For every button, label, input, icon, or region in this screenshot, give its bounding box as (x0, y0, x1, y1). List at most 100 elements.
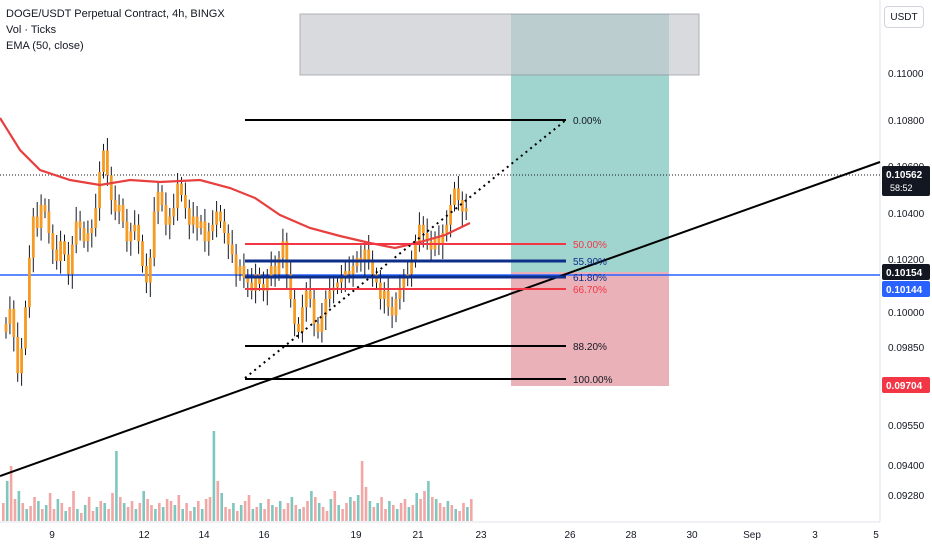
volume-bar (294, 505, 298, 521)
volume-bar (80, 513, 83, 521)
candle-body (238, 266, 242, 275)
candle-body (437, 237, 441, 245)
volume-bar (247, 495, 251, 521)
volume-bar (115, 451, 118, 521)
volume-bar (189, 511, 192, 521)
time-tick-label: 26 (564, 530, 576, 541)
volume-bar (372, 507, 376, 521)
candle-body (215, 211, 218, 225)
candle-body (265, 277, 269, 291)
volume-bar (204, 499, 208, 521)
candle-body (429, 241, 433, 250)
candle-body (156, 191, 160, 212)
currency-selector[interactable]: USDT (884, 6, 924, 28)
candle-body (312, 299, 316, 324)
candle-body (133, 224, 137, 232)
volume-bar (415, 493, 418, 521)
volume-bar (232, 503, 235, 521)
candle-body (445, 224, 449, 233)
time-tick-label: 12 (138, 530, 150, 541)
volume-bar (353, 501, 356, 521)
volume-bar (275, 507, 278, 521)
volume-bar (278, 501, 282, 521)
candle-body (258, 274, 261, 285)
candle-body (137, 224, 140, 242)
candle-body (160, 191, 164, 205)
volume-indicator-label[interactable]: Vol · Ticks (6, 24, 57, 36)
volume-bar (302, 507, 305, 521)
candle-body (285, 241, 289, 275)
volume-bar (158, 503, 161, 521)
candle-body (234, 254, 238, 275)
volume-bar (33, 497, 36, 521)
candle-body (394, 299, 398, 316)
symbol-title[interactable]: DOGE/USDT Perpetual Contract, 4h, BINGX (6, 8, 225, 20)
candle-body (51, 233, 55, 250)
candle-countdown-label: 58:52 (890, 183, 913, 193)
candle-body (78, 221, 82, 229)
volume-bar (329, 499, 333, 521)
entry-price-label: 0.10144 (886, 285, 923, 296)
volume-bar (9, 466, 13, 521)
candle-body (293, 299, 296, 324)
time-tick-label: 23 (475, 530, 487, 541)
time-tick-label: 28 (625, 530, 637, 541)
stop-price-label-bg (882, 377, 930, 393)
volume-bar (21, 503, 25, 521)
price-tick-label: 0.10800 (888, 116, 925, 127)
volume-bar (48, 493, 52, 521)
candle-body (164, 204, 168, 225)
volume-bar (83, 505, 87, 521)
volume-bar (333, 491, 337, 521)
candle-body (106, 150, 109, 176)
candle-body (109, 175, 113, 200)
candle-body (277, 257, 281, 275)
time-tick-label: 14 (198, 530, 210, 541)
candle-body (74, 221, 78, 245)
candle-body (16, 336, 20, 374)
entry-price-label-bg (882, 281, 930, 297)
candle-body (28, 257, 31, 308)
volume-bar (384, 509, 387, 521)
price-tick-label: 0.10200 (888, 255, 925, 266)
volume-bar (431, 497, 434, 521)
candle-body (316, 323, 320, 332)
volume-bar (76, 509, 79, 521)
volume-bar (314, 497, 317, 521)
volume-bar (442, 507, 446, 521)
volume-bar (185, 503, 188, 521)
candle-body (289, 274, 293, 299)
last-price-tag-bg (882, 166, 930, 196)
volume-bar (99, 501, 103, 521)
candle-body (187, 208, 191, 225)
volume-bar (122, 503, 126, 521)
fib-level-label: 100.00% (573, 375, 613, 386)
volume-bar (161, 507, 165, 521)
candle-body (180, 183, 183, 196)
candle-body (125, 221, 129, 242)
candle-body (199, 221, 203, 229)
candle-body (82, 228, 86, 242)
candle-body (347, 270, 351, 275)
blue-line-price-label: 0.10154 (886, 268, 923, 279)
candle-body (340, 277, 343, 283)
candle-body (371, 261, 374, 275)
candle-body (379, 282, 382, 299)
volume-bar (337, 505, 340, 521)
volume-bar (356, 495, 360, 521)
price-tick-label: 0.09400 (888, 461, 925, 472)
candle-body (90, 228, 94, 233)
volume-bar (173, 505, 177, 521)
candle-body (20, 348, 23, 374)
volume-bar (341, 509, 344, 521)
candle-body (262, 284, 265, 291)
volume-bar (427, 481, 430, 521)
volume-bar (87, 497, 91, 521)
volume-bar (454, 509, 457, 521)
volume-bar (224, 507, 227, 521)
candle-body (464, 208, 468, 212)
volume-bar (216, 481, 220, 521)
ema-indicator-label[interactable]: EMA (50, close) (6, 40, 84, 52)
